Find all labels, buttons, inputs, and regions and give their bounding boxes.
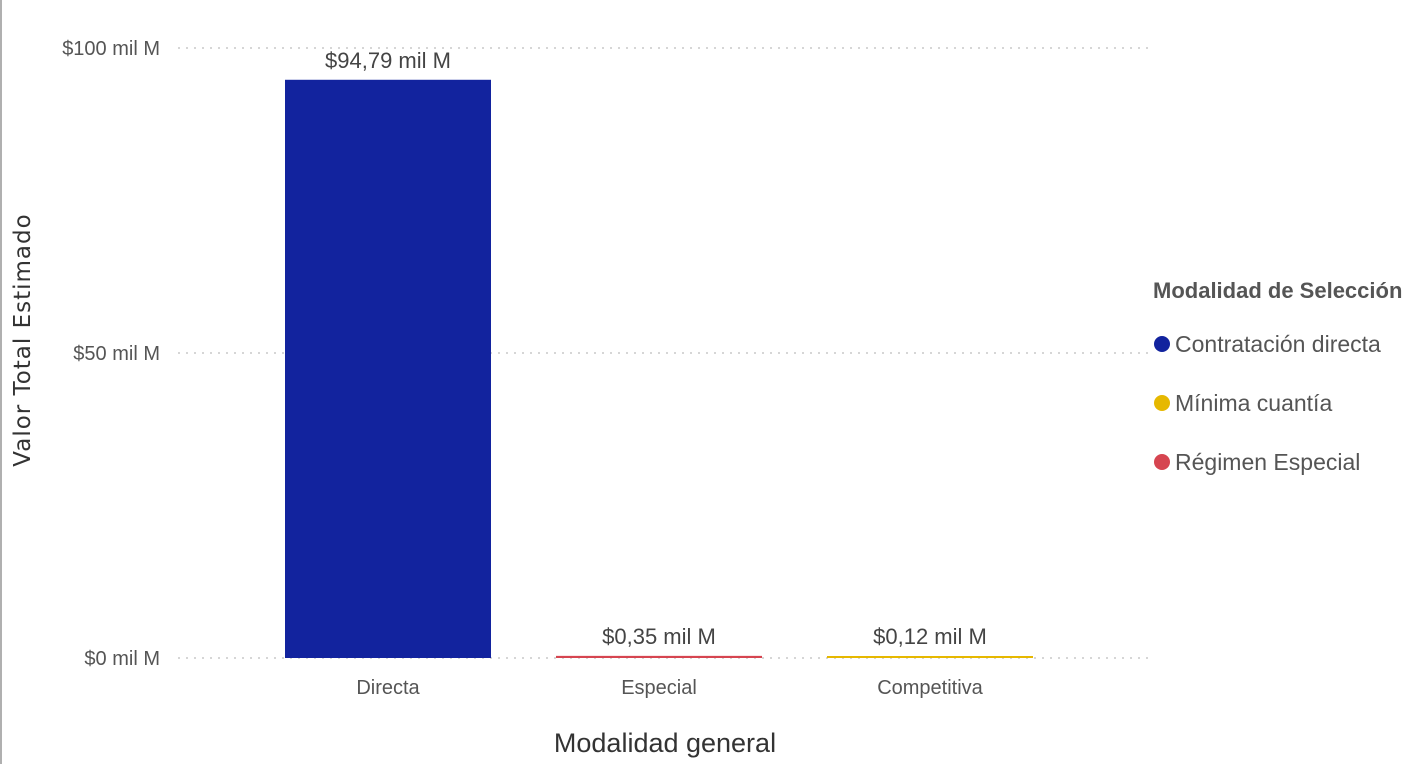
y-axis-title: Valor Total Estimado (10, 213, 36, 466)
data-labels: $94,79 mil M $0,35 mil M $0,12 mil M (325, 48, 987, 649)
legend-label: Contratación directa (1175, 331, 1381, 357)
bar[interactable] (285, 79, 491, 658)
legend-item[interactable]: Contratación directa (1154, 331, 1381, 357)
y-tick-label: $100 mil M (62, 38, 160, 60)
legend-title: Modalidad de Selección (1153, 278, 1402, 303)
legend-label: Régimen Especial (1175, 449, 1360, 475)
legend-marker (1154, 336, 1170, 352)
legend-item[interactable]: Régimen Especial (1154, 449, 1360, 475)
data-label: $94,79 mil M (325, 48, 451, 73)
y-axis-ticks: $0 mil M $50 mil M $100 mil M (62, 38, 160, 670)
x-tick-label: Directa (356, 677, 420, 699)
legend-item[interactable]: Mínima cuantía (1154, 390, 1332, 416)
x-axis-title: Modalidad general (554, 728, 776, 758)
legend-marker (1154, 395, 1170, 411)
data-label: $0,12 mil M (873, 624, 987, 649)
legend-items: Contratación directa Mínima cuantía Régime… (1154, 331, 1381, 475)
bars (285, 79, 1033, 658)
bar[interactable] (556, 655, 762, 658)
data-label: $0,35 mil M (602, 624, 716, 649)
legend-label: Mínima cuantía (1175, 390, 1332, 416)
x-tick-label: Competitiva (877, 677, 983, 699)
legend-marker (1154, 454, 1170, 470)
y-tick-label: $0 mil M (84, 648, 160, 670)
x-axis-ticks: Directa Especial Competitiva (356, 677, 983, 699)
x-tick-label: Especial (621, 677, 697, 699)
y-tick-label: $50 mil M (73, 343, 160, 365)
bar[interactable] (827, 656, 1033, 658)
panel-left-border (0, 0, 2, 764)
legend: Modalidad de Selección Contratación dire… (1153, 278, 1402, 475)
